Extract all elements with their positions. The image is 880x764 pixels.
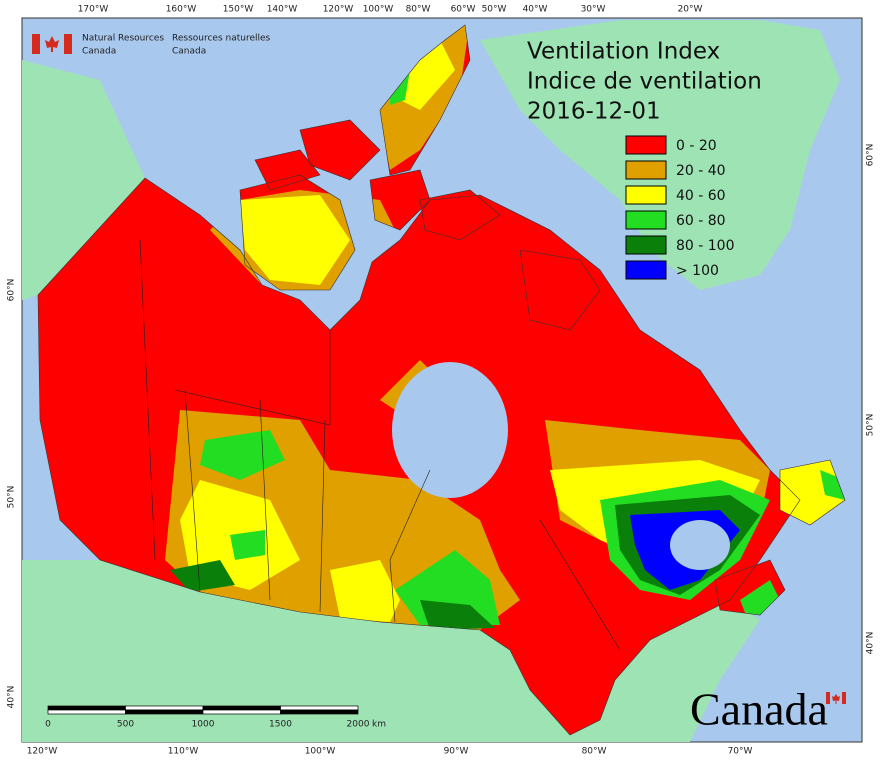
bottom-label: 90°W [444, 747, 469, 757]
agency-flag [32, 34, 72, 54]
scale-segment [280, 709, 359, 715]
top-label: 40°W [523, 5, 548, 15]
hudson-bay [392, 362, 508, 498]
right-label: 60°N [866, 144, 876, 167]
scale-segment [47, 709, 126, 715]
right-label: 40°N [866, 632, 876, 655]
wordmark-flag [826, 692, 846, 704]
legend-label: 20 - 40 [676, 163, 726, 179]
scale-segment [280, 705, 359, 711]
bottom-label: 110°W [168, 747, 199, 757]
top-label: 60°W [451, 5, 476, 15]
index-area [420, 600, 495, 630]
legend-swatch [625, 185, 667, 205]
legend-swatch [625, 135, 667, 155]
alaska-land [22, 60, 145, 300]
legend-label: > 100 [676, 263, 719, 279]
top-label: 140°W [267, 5, 298, 15]
scale-tick-label: 2000 [347, 720, 370, 730]
scale-bar: 0 500 1000 1500 2000 km [45, 705, 386, 730]
agency-en: Natural Resources [82, 34, 164, 44]
provinces [139, 239, 621, 651]
legend-swatch [625, 210, 667, 230]
legend-swatch [625, 160, 667, 180]
legend-label: 60 - 80 [676, 213, 726, 229]
legend-swatch [625, 260, 667, 280]
top-label: 30°W [581, 5, 606, 15]
agency-fr: Canada [172, 47, 206, 57]
title: Ventilation Index [527, 39, 720, 65]
right-label: 50°N [866, 414, 876, 437]
index-area [200, 430, 285, 480]
top-label: 170°W [78, 5, 109, 15]
bottom-label: 70°W [728, 747, 753, 757]
top-label: 20°W [678, 5, 703, 15]
greenland-land [480, 20, 840, 290]
agency-en: Canada [82, 47, 116, 57]
gulf-st-lawrence [670, 520, 730, 570]
top-label: 150°W [223, 5, 254, 15]
left-label: 50°N [7, 486, 17, 509]
legend-swatch [625, 235, 667, 255]
index-area [330, 560, 400, 622]
legend-label: 40 - 60 [676, 188, 726, 204]
scale-tick-label: 0 [45, 720, 51, 730]
top-label: 160°W [166, 5, 197, 15]
index-area [170, 560, 235, 592]
scale-tick-label: 500 [117, 720, 134, 730]
top-label: 80°W [406, 5, 431, 15]
index-area [395, 550, 500, 625]
top-label: 120°W [323, 5, 354, 15]
scale-segment [202, 709, 281, 715]
wordmark: Canada [690, 684, 828, 735]
title: 2016-12-01 [527, 99, 661, 125]
top-label: 50°W [482, 5, 507, 15]
bottom-label: 100°W [305, 747, 336, 757]
legend-label: 80 - 100 [676, 238, 735, 254]
scale-segment [125, 705, 204, 711]
graticule-labels: 170°W 160°W 150°W 140°W 120°W 100°W 80°W 60°W 50… [7, 5, 876, 757]
scale-tick-label: 1500 [269, 720, 292, 730]
scale-unit: km [372, 720, 386, 730]
legend-label: 0 - 20 [676, 138, 717, 154]
scale-segment [47, 705, 126, 711]
index-area [240, 195, 350, 285]
agency-fr: Ressources naturelles [172, 34, 271, 44]
top-label: 100°W [363, 5, 394, 15]
left-label: 40°N [7, 686, 17, 709]
scale-segment [125, 709, 204, 715]
legend: 0 - 20 20 - 40 40 - 60 60 - 80 80 - 100 > 100 [625, 135, 735, 280]
scale-tick-label: 1000 [192, 720, 215, 730]
title: Indice de ventilation [527, 69, 762, 95]
scale-segment [202, 705, 281, 711]
usa-land [22, 560, 760, 742]
left-label: 60°N [7, 279, 17, 302]
bottom-label: 120°W [27, 747, 58, 757]
bottom-label: 80°W [582, 747, 607, 757]
index-area [230, 530, 265, 560]
